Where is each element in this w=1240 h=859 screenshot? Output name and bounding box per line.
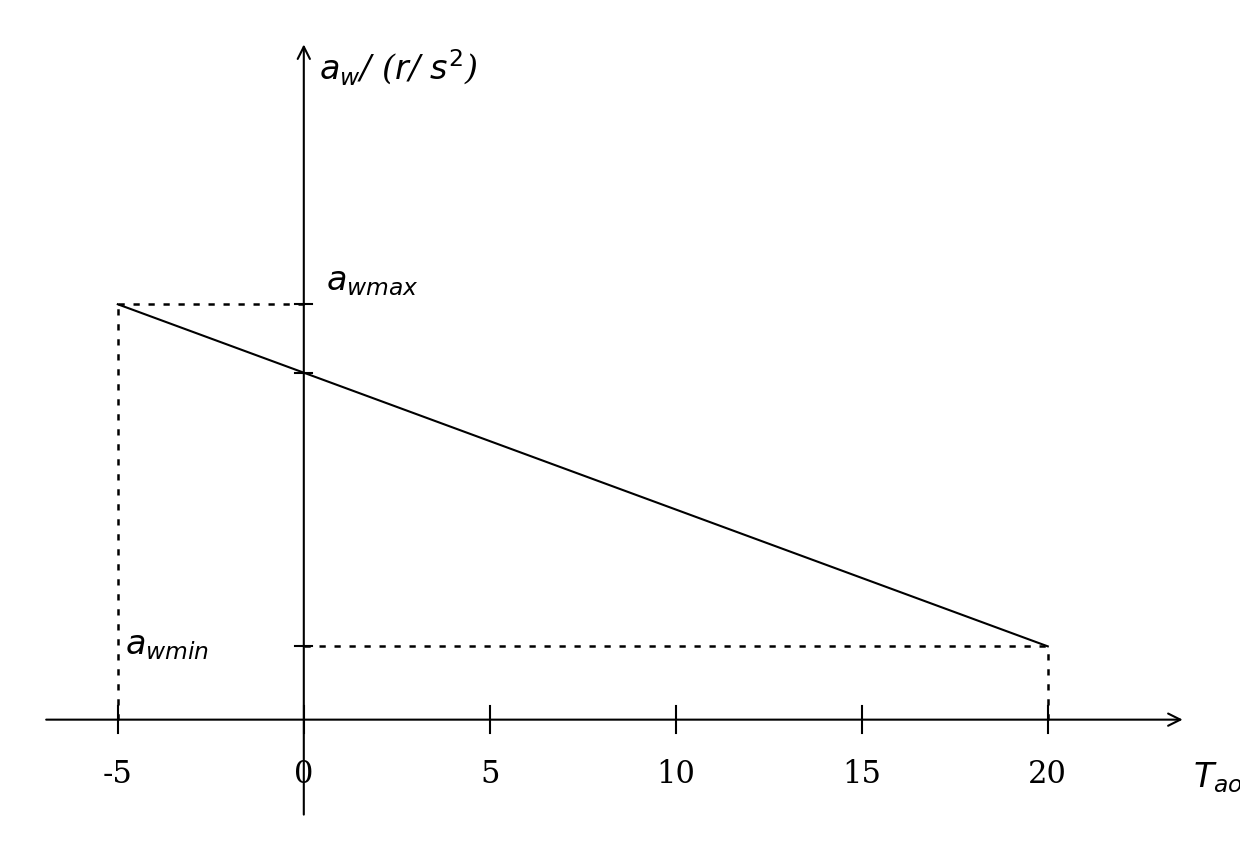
Text: $a_{wmin}$: $a_{wmin}$ <box>125 631 210 662</box>
Text: $T_{ao}$/ °C: $T_{ao}$/ °C <box>1193 759 1240 795</box>
Text: 10: 10 <box>656 759 696 790</box>
Text: -5: -5 <box>103 759 133 790</box>
Text: 15: 15 <box>842 759 882 790</box>
Text: 0: 0 <box>294 759 314 790</box>
Text: 20: 20 <box>1028 759 1068 790</box>
Text: 5: 5 <box>480 759 500 790</box>
Text: $a_w$/ ($r$/ $s^2$): $a_w$/ ($r$/ $s^2$) <box>319 48 477 88</box>
Text: $a_{wmax}$: $a_{wmax}$ <box>326 266 419 298</box>
